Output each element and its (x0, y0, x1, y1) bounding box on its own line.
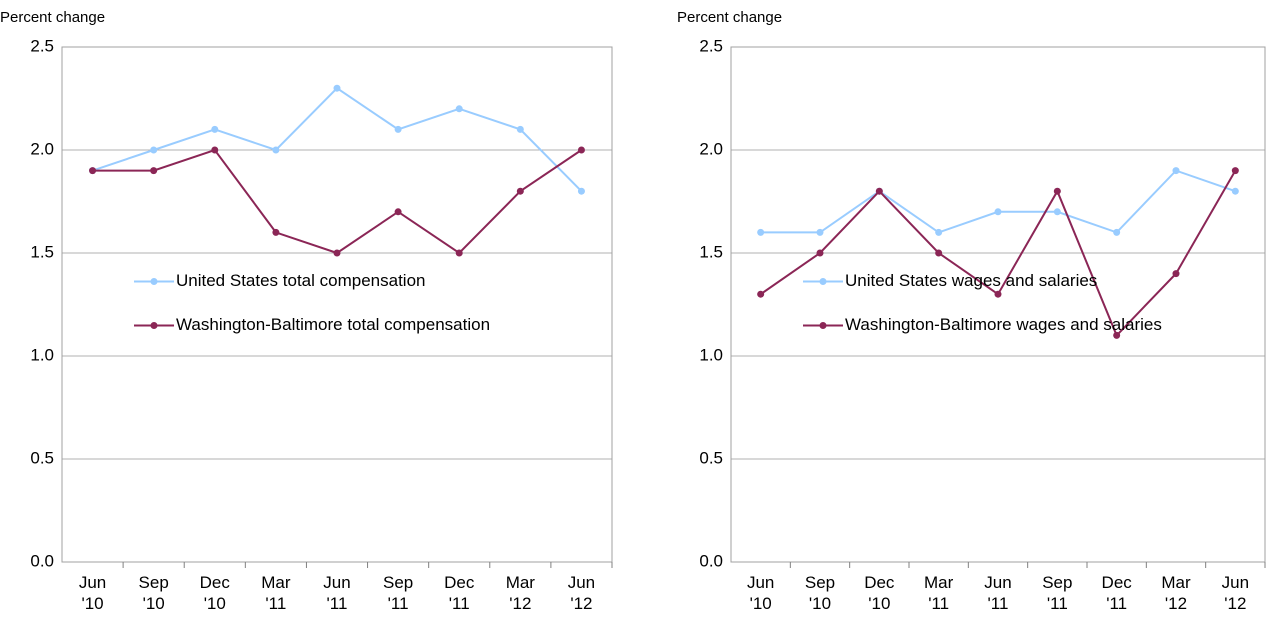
x-tick-label: Mar '12 (1161, 573, 1191, 613)
x-tick-label: Dec '10 (200, 573, 231, 613)
legend-label: United States wages and salaries (845, 271, 1097, 290)
x-tick-label: Sep '10 (139, 573, 169, 613)
series-line (760, 169, 1236, 234)
data-point (1172, 167, 1180, 175)
data-point (816, 249, 824, 257)
y-tick-label: 2.0 (30, 139, 54, 158)
data-point (994, 208, 1002, 216)
data-point (455, 105, 463, 113)
x-tick-label: Mar '12 (506, 573, 536, 613)
data-point (577, 187, 585, 195)
x-tick-label: Jun '12 (1222, 573, 1249, 613)
data-point (1053, 208, 1061, 216)
y-tick-label: 0.0 (30, 551, 54, 570)
data-point (516, 187, 524, 195)
x-tick-label: Dec '11 (444, 573, 475, 613)
x-tick-label: Dec '10 (864, 573, 895, 613)
y-tick-label: 1.5 (699, 242, 723, 261)
legend-marker (150, 322, 158, 329)
data-point (272, 228, 280, 236)
legend-label: Washington-Baltimore wages and salaries (845, 315, 1162, 334)
y-tick-label: 0.0 (699, 551, 723, 570)
data-point (333, 84, 341, 92)
y-tick-label: 2.5 (699, 36, 723, 55)
data-point (150, 167, 158, 175)
data-point (1172, 270, 1180, 278)
data-point (935, 228, 943, 236)
series-line (92, 86, 583, 192)
x-tick-label: Jun '11 (323, 573, 350, 613)
data-point (394, 125, 402, 133)
y-tick-label: 1.5 (30, 242, 54, 261)
x-tick-label: Mar '11 (924, 573, 954, 613)
data-point (272, 146, 280, 154)
legend-marker (819, 278, 827, 285)
x-tick-label: Jun '12 (568, 573, 595, 613)
x-tick-label: Jun '10 (747, 573, 774, 613)
x-tick-label: Mar '11 (261, 573, 291, 613)
data-point (577, 146, 585, 154)
legend-marker (819, 322, 827, 329)
data-point (1231, 187, 1239, 195)
data-point (1113, 228, 1121, 236)
y-axis-label: Percent change (0, 9, 105, 26)
data-point (994, 290, 1002, 298)
x-tick-label: Sep '11 (383, 573, 413, 613)
data-point (211, 125, 219, 133)
data-point (455, 249, 463, 257)
series-line (92, 148, 583, 255)
data-point (89, 167, 97, 175)
x-tick-label: Sep '10 (805, 573, 835, 613)
data-point (875, 187, 883, 195)
y-axis-label: Percent change (677, 9, 782, 26)
legend-marker (150, 278, 158, 285)
y-tick-label: 1.0 (699, 345, 723, 364)
x-tick-label: Jun '11 (984, 573, 1011, 613)
data-point (757, 290, 765, 298)
data-point (757, 228, 765, 236)
x-tick-label: Jun '10 (79, 573, 106, 613)
data-point (150, 146, 158, 154)
y-tick-label: 0.5 (699, 448, 723, 467)
data-point (394, 208, 402, 216)
legend-label: Washington-Baltimore total compensation (176, 315, 490, 334)
data-point (516, 125, 524, 133)
data-point (1231, 167, 1239, 175)
data-point (816, 228, 824, 236)
data-point (935, 249, 943, 257)
data-point (333, 249, 341, 257)
legend-label: United States total compensation (176, 271, 425, 290)
data-point (1113, 331, 1121, 339)
y-tick-label: 2.0 (699, 139, 723, 158)
y-tick-label: 0.5 (30, 448, 54, 467)
plot-border (730, 46, 1266, 563)
y-tick-label: 1.0 (30, 345, 54, 364)
data-point (211, 146, 219, 154)
data-point (1053, 187, 1061, 195)
y-tick-label: 2.5 (30, 36, 54, 55)
plot-border (61, 46, 613, 563)
x-tick-label: Sep '11 (1042, 573, 1072, 613)
x-tick-label: Dec '11 (1102, 573, 1133, 613)
